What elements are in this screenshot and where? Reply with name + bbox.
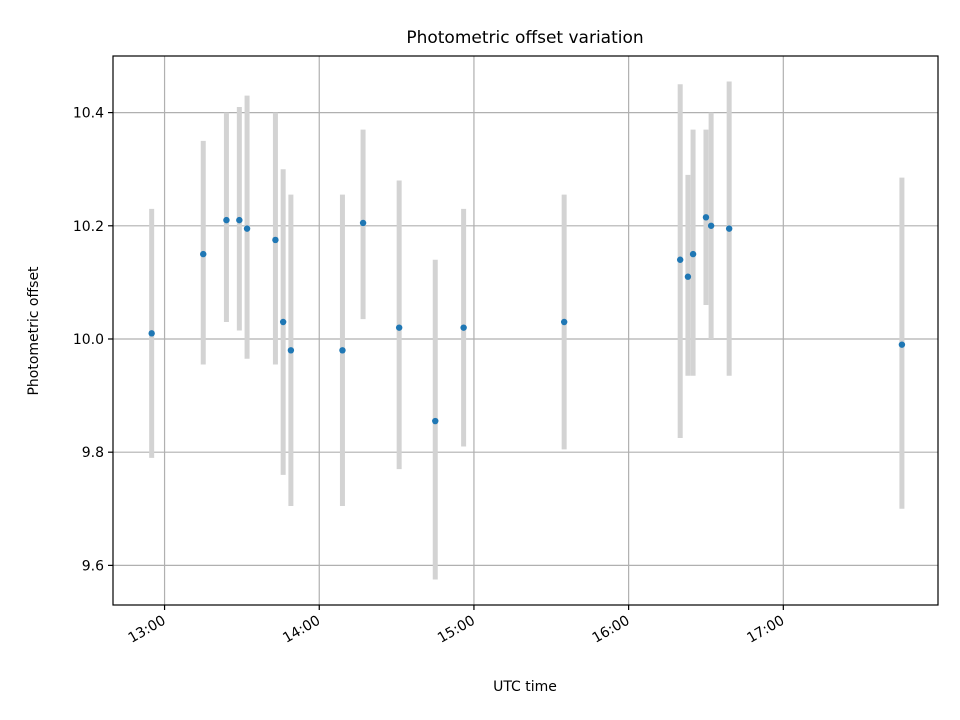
data-point <box>689 250 697 258</box>
data-point <box>236 216 243 224</box>
data-point <box>676 256 684 263</box>
data-point <box>460 324 467 331</box>
data-point <box>707 222 715 229</box>
y-tick-label: 9.6 <box>82 558 104 574</box>
errorbars <box>149 81 905 580</box>
data-point <box>395 324 403 331</box>
data-point <box>148 330 155 337</box>
y-tick-label: 10.2 <box>73 219 104 235</box>
data-point <box>223 216 230 224</box>
data-point <box>702 214 710 221</box>
x-axis-label: UTC time <box>493 679 557 695</box>
data-point <box>339 347 346 354</box>
data-point <box>200 250 207 258</box>
y-tick-label: 10.4 <box>73 106 104 122</box>
grid <box>113 56 938 605</box>
x-tick-label: 14:00 <box>280 613 323 647</box>
chart-title: Photometric offset variation <box>406 28 643 48</box>
x-tick-label: 13:00 <box>126 613 169 647</box>
data-point <box>432 417 439 425</box>
data-point <box>279 318 287 326</box>
x-tick-label: 15:00 <box>435 613 478 647</box>
data-point <box>243 225 251 232</box>
y-tick-label: 9.8 <box>82 445 104 461</box>
data-point <box>560 318 568 326</box>
data-point <box>287 347 295 354</box>
data-points <box>148 214 906 425</box>
x-tick-label: 16:00 <box>590 613 633 647</box>
plot-frame <box>112 55 939 606</box>
data-point <box>272 236 279 244</box>
data-point <box>725 225 733 232</box>
x-tick-label: 17:00 <box>744 613 787 647</box>
y-tick-label: 10.0 <box>73 332 104 348</box>
y-axis-label: Photometric offset <box>26 266 42 396</box>
data-point <box>898 341 906 348</box>
data-point <box>359 219 367 227</box>
data-point <box>684 273 692 280</box>
